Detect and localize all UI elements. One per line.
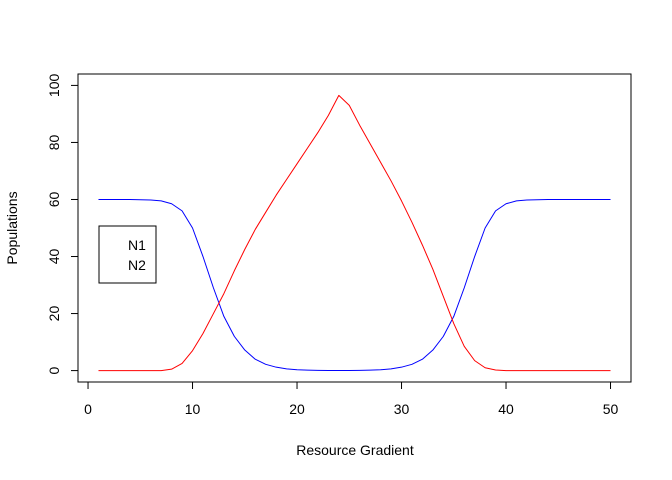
legend: N1 N2 (98, 225, 157, 284)
y-axis: 0 20 40 60 80 100 (46, 74, 79, 374)
y-axis-title: Populations (4, 191, 20, 264)
x-tick-label: 50 (603, 401, 619, 417)
y-tick-label: 100 (46, 74, 62, 98)
y-tick-label: 40 (46, 249, 62, 265)
series-layer (98, 94, 611, 372)
series-line-n2 (98, 94, 611, 372)
x-tick-label: 10 (185, 401, 201, 417)
x-tick-label: 0 (84, 401, 92, 417)
x-axis-title: Resource Gradient (296, 442, 414, 458)
y-tick-label: 0 (46, 366, 62, 374)
x-tick-label: 30 (394, 401, 410, 417)
legend-label-n1: N1 (128, 237, 146, 253)
legend-box (98, 225, 157, 284)
y-tick-label: 60 (46, 191, 62, 207)
y-tick-label: 20 (46, 306, 62, 322)
x-axis: 0 10 20 30 40 50 (84, 381, 619, 417)
legend-label-n2: N2 (128, 257, 146, 273)
x-tick-label: 20 (289, 401, 305, 417)
plot-area-frame (77, 73, 632, 383)
series-line-n1 (98, 198, 611, 371)
y-tick-label: 80 (46, 134, 62, 150)
x-tick-label: 40 (498, 401, 514, 417)
